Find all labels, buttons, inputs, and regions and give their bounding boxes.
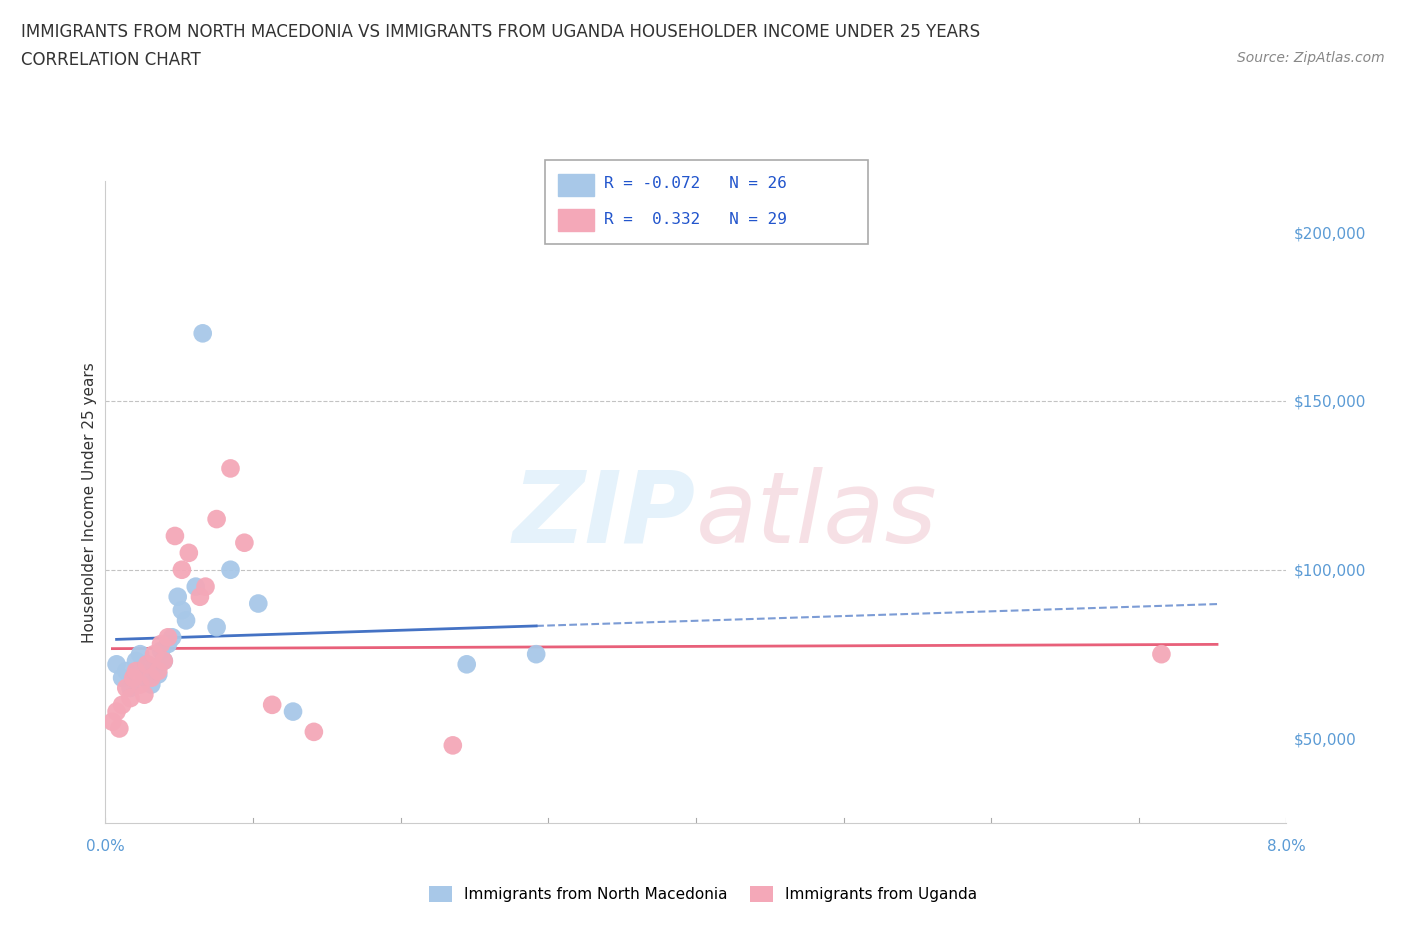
Point — [150, 644, 173, 658]
Point — [120, 691, 142, 706]
Point — [219, 563, 242, 578]
Point — [108, 721, 131, 736]
Point — [160, 630, 183, 644]
Point — [111, 698, 134, 712]
Point — [125, 654, 148, 669]
Point — [143, 660, 166, 675]
Bar — [558, 174, 595, 195]
Point — [456, 657, 478, 671]
Point — [153, 654, 176, 669]
Point — [302, 724, 325, 739]
Point — [141, 677, 163, 692]
Point — [188, 590, 211, 604]
Point — [170, 603, 193, 618]
Text: R = -0.072   N = 26: R = -0.072 N = 26 — [605, 176, 787, 191]
Point — [184, 579, 207, 594]
Point — [205, 512, 228, 526]
Point — [141, 671, 163, 685]
Point — [177, 545, 200, 560]
Point — [120, 681, 142, 696]
Point — [148, 664, 170, 679]
Text: CORRELATION CHART: CORRELATION CHART — [21, 51, 201, 69]
Point — [194, 579, 217, 594]
Point — [191, 326, 214, 340]
Point — [441, 737, 464, 752]
Point — [170, 563, 193, 578]
Point — [524, 646, 547, 661]
Point — [136, 657, 159, 671]
Point — [105, 657, 128, 671]
Text: atlas: atlas — [696, 467, 938, 564]
Point — [101, 714, 124, 729]
FancyBboxPatch shape — [544, 160, 869, 245]
Text: 0.0%: 0.0% — [86, 839, 125, 854]
Point — [247, 596, 270, 611]
Y-axis label: Householder Income Under 25 years: Householder Income Under 25 years — [82, 362, 97, 643]
Point — [219, 461, 242, 476]
Text: Source: ZipAtlas.com: Source: ZipAtlas.com — [1237, 51, 1385, 65]
Legend: Immigrants from North Macedonia, Immigrants from Uganda: Immigrants from North Macedonia, Immigra… — [422, 880, 984, 909]
Point — [134, 671, 156, 685]
Point — [156, 630, 179, 644]
Text: IMMIGRANTS FROM NORTH MACEDONIA VS IMMIGRANTS FROM UGANDA HOUSEHOLDER INCOME UND: IMMIGRANTS FROM NORTH MACEDONIA VS IMMIG… — [21, 23, 980, 41]
Bar — [558, 209, 595, 231]
Point — [143, 646, 166, 661]
Point — [115, 681, 138, 696]
Point — [148, 667, 170, 682]
Text: R =  0.332   N = 29: R = 0.332 N = 29 — [605, 212, 787, 228]
Point — [163, 528, 186, 543]
Point — [233, 536, 256, 551]
Point — [166, 590, 188, 604]
Point — [115, 664, 138, 679]
Text: 8.0%: 8.0% — [1267, 839, 1306, 854]
Point — [174, 613, 197, 628]
Point — [122, 671, 145, 685]
Point — [150, 637, 173, 652]
Point — [1150, 646, 1173, 661]
Text: ZIP: ZIP — [513, 467, 696, 564]
Point — [105, 704, 128, 719]
Point — [129, 646, 152, 661]
Point — [129, 677, 152, 692]
Point — [136, 657, 159, 671]
Point — [262, 698, 284, 712]
Point — [134, 687, 156, 702]
Point — [111, 671, 134, 685]
Point — [156, 637, 179, 652]
Point — [205, 619, 228, 634]
Point — [281, 704, 304, 719]
Point — [125, 664, 148, 679]
Point — [153, 654, 176, 669]
